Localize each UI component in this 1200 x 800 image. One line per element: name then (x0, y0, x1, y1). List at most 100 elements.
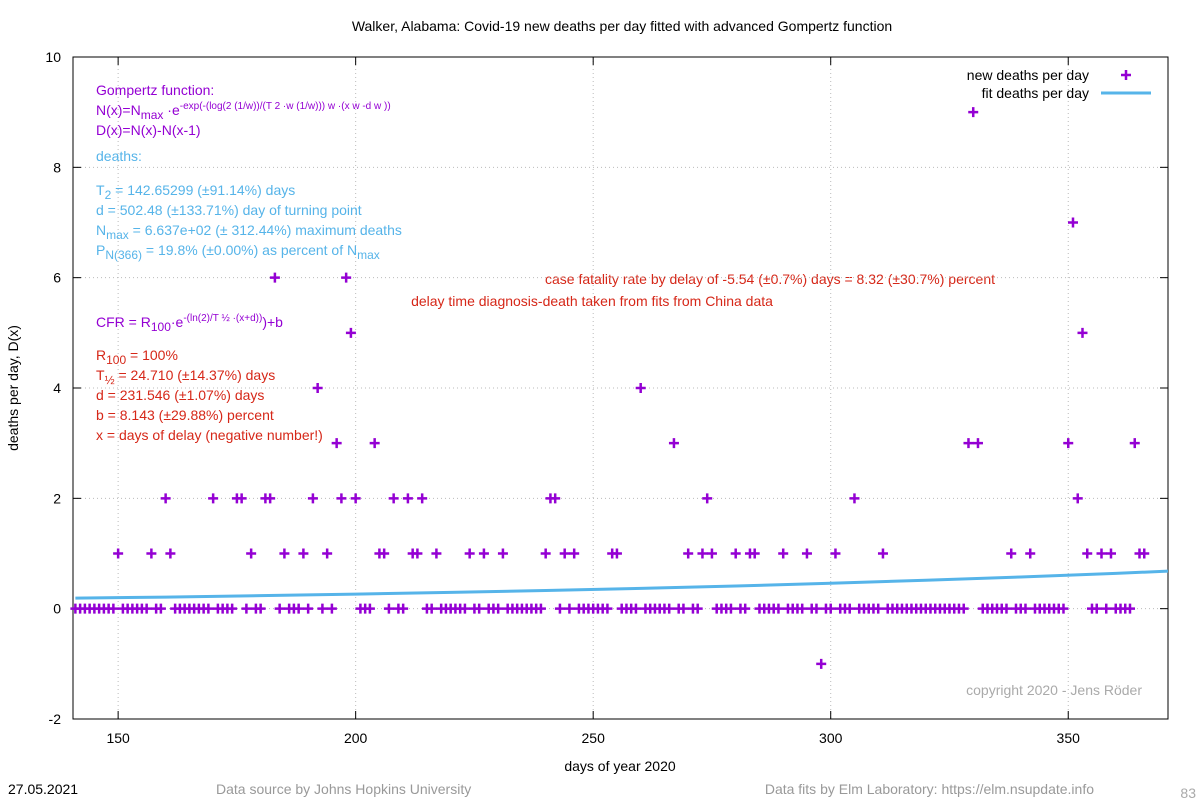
data-point (535, 603, 546, 614)
data-point (602, 603, 613, 614)
y-axis-label: deaths per day, D(x) (5, 325, 21, 451)
annotation-part: R (96, 347, 106, 363)
data-point (160, 493, 171, 504)
data-point (383, 603, 394, 614)
data-point (279, 548, 290, 559)
data-point (203, 603, 214, 614)
fit-line (75, 569, 1169, 600)
annotation-line: N(x)=Nmax ·e-exp(-(log(2 (1/w))/(T 2 ·w … (96, 101, 391, 122)
data-point (958, 603, 969, 614)
annotation-line: Nmax = 6.637e+02 (± 312.44%) maximum dea… (96, 222, 402, 242)
y-tick-label: 6 (53, 270, 61, 286)
data-point (1058, 603, 1069, 614)
data-point (678, 603, 689, 614)
footer-fits: Data fits by Elm Laboratory: https://elm… (765, 781, 1094, 797)
copyright: copyright 2020 - Jens Röder (966, 682, 1142, 698)
annotation-line: CFR = R100·e-(ln(2)/T ½ ·(x+d)))+b (96, 313, 283, 334)
data-point (113, 548, 124, 559)
data-point (877, 548, 888, 559)
data-point (1139, 548, 1150, 559)
annotation-part: D(x)=N(x)-N(x-1) (96, 122, 201, 138)
data-point (1072, 493, 1083, 504)
annotation-part: CFR = R (96, 314, 151, 330)
annotation-part: x = days of delay (negative number!) (96, 427, 323, 443)
data-point (668, 438, 679, 449)
annotation-line: R100 = 100% (96, 347, 178, 367)
data-point (426, 603, 437, 614)
annotation-part: )+b (262, 314, 283, 330)
data-point (1091, 603, 1102, 614)
headline-note: delay time diagnosis-death taken from fi… (411, 293, 773, 309)
data-point (664, 603, 675, 614)
data-point (236, 493, 247, 504)
data-point (749, 548, 760, 559)
data-point (464, 548, 475, 559)
data-point (730, 548, 741, 559)
annotation-line: T½ = 24.710 (±14.37%) days (96, 367, 275, 387)
data-point (331, 438, 342, 449)
footer-date: 27.05.2021 (8, 781, 78, 797)
data-point (417, 493, 428, 504)
data-point (873, 603, 884, 614)
data-point (307, 493, 318, 504)
annotation-part: = 6.637e+02 (± 312.44%) maximum deaths (129, 222, 402, 238)
annotation-part: max (357, 248, 380, 262)
data-point (630, 603, 641, 614)
data-point (550, 493, 561, 504)
annotation-part: ½ (105, 373, 115, 387)
data-point (246, 548, 257, 559)
annotation-line: d = 502.48 (±133.71%) day of turning poi… (96, 202, 362, 218)
annotation-line: PN(366) = 19.8% (±0.00%) as percent of N… (96, 242, 380, 262)
data-point (265, 493, 276, 504)
data-point (165, 548, 176, 559)
data-point (702, 493, 713, 504)
data-point (811, 603, 822, 614)
data-point (1006, 548, 1017, 559)
data-point (801, 548, 812, 559)
x-tick-label: 200 (344, 730, 368, 746)
data-point (398, 603, 409, 614)
data-point (303, 603, 314, 614)
data-point (1101, 603, 1112, 614)
data-point (816, 658, 827, 669)
data-point (706, 548, 717, 559)
annotation-part: T (96, 182, 105, 198)
data-point (692, 603, 703, 614)
data-point (317, 603, 328, 614)
annotation-part: ·e (171, 314, 184, 330)
x-tick-label: 350 (1057, 730, 1081, 746)
legend-label: new deaths per day (967, 67, 1089, 83)
footer-source: Data source by Johns Hopkins University (216, 781, 471, 797)
data-point (725, 603, 736, 614)
data-point (141, 603, 152, 614)
annotation-part: N(366) (105, 248, 142, 262)
data-point (1077, 327, 1088, 338)
data-point (493, 603, 504, 614)
data-point (146, 548, 157, 559)
data-point (1096, 548, 1107, 559)
data-point (1001, 603, 1012, 614)
headline: case fatality rate by delay of -5.54 (±0… (545, 271, 995, 287)
data-point (345, 327, 356, 338)
y-tick-label: 8 (53, 159, 61, 175)
data-point (683, 548, 694, 559)
x-tick-label: 250 (582, 730, 606, 746)
data-point (554, 603, 565, 614)
data-point (1020, 603, 1031, 614)
annotation-part: -exp(-(log(2 (1/w))/(T 2 ·w (1/w))) w ·(… (180, 101, 391, 112)
data-point (497, 548, 508, 559)
data-point (350, 493, 361, 504)
data-point (364, 603, 375, 614)
data-point (459, 603, 470, 614)
data-point (379, 548, 390, 559)
data-point (369, 438, 380, 449)
annotation-part: max (141, 108, 164, 122)
annotation-part: 100 (106, 353, 126, 367)
data-point (825, 603, 836, 614)
annotation-part: N (96, 222, 106, 238)
data-point (341, 272, 352, 283)
data-point (274, 603, 285, 614)
y-tick-label: 4 (53, 380, 61, 396)
x-tick-label: 300 (819, 730, 843, 746)
